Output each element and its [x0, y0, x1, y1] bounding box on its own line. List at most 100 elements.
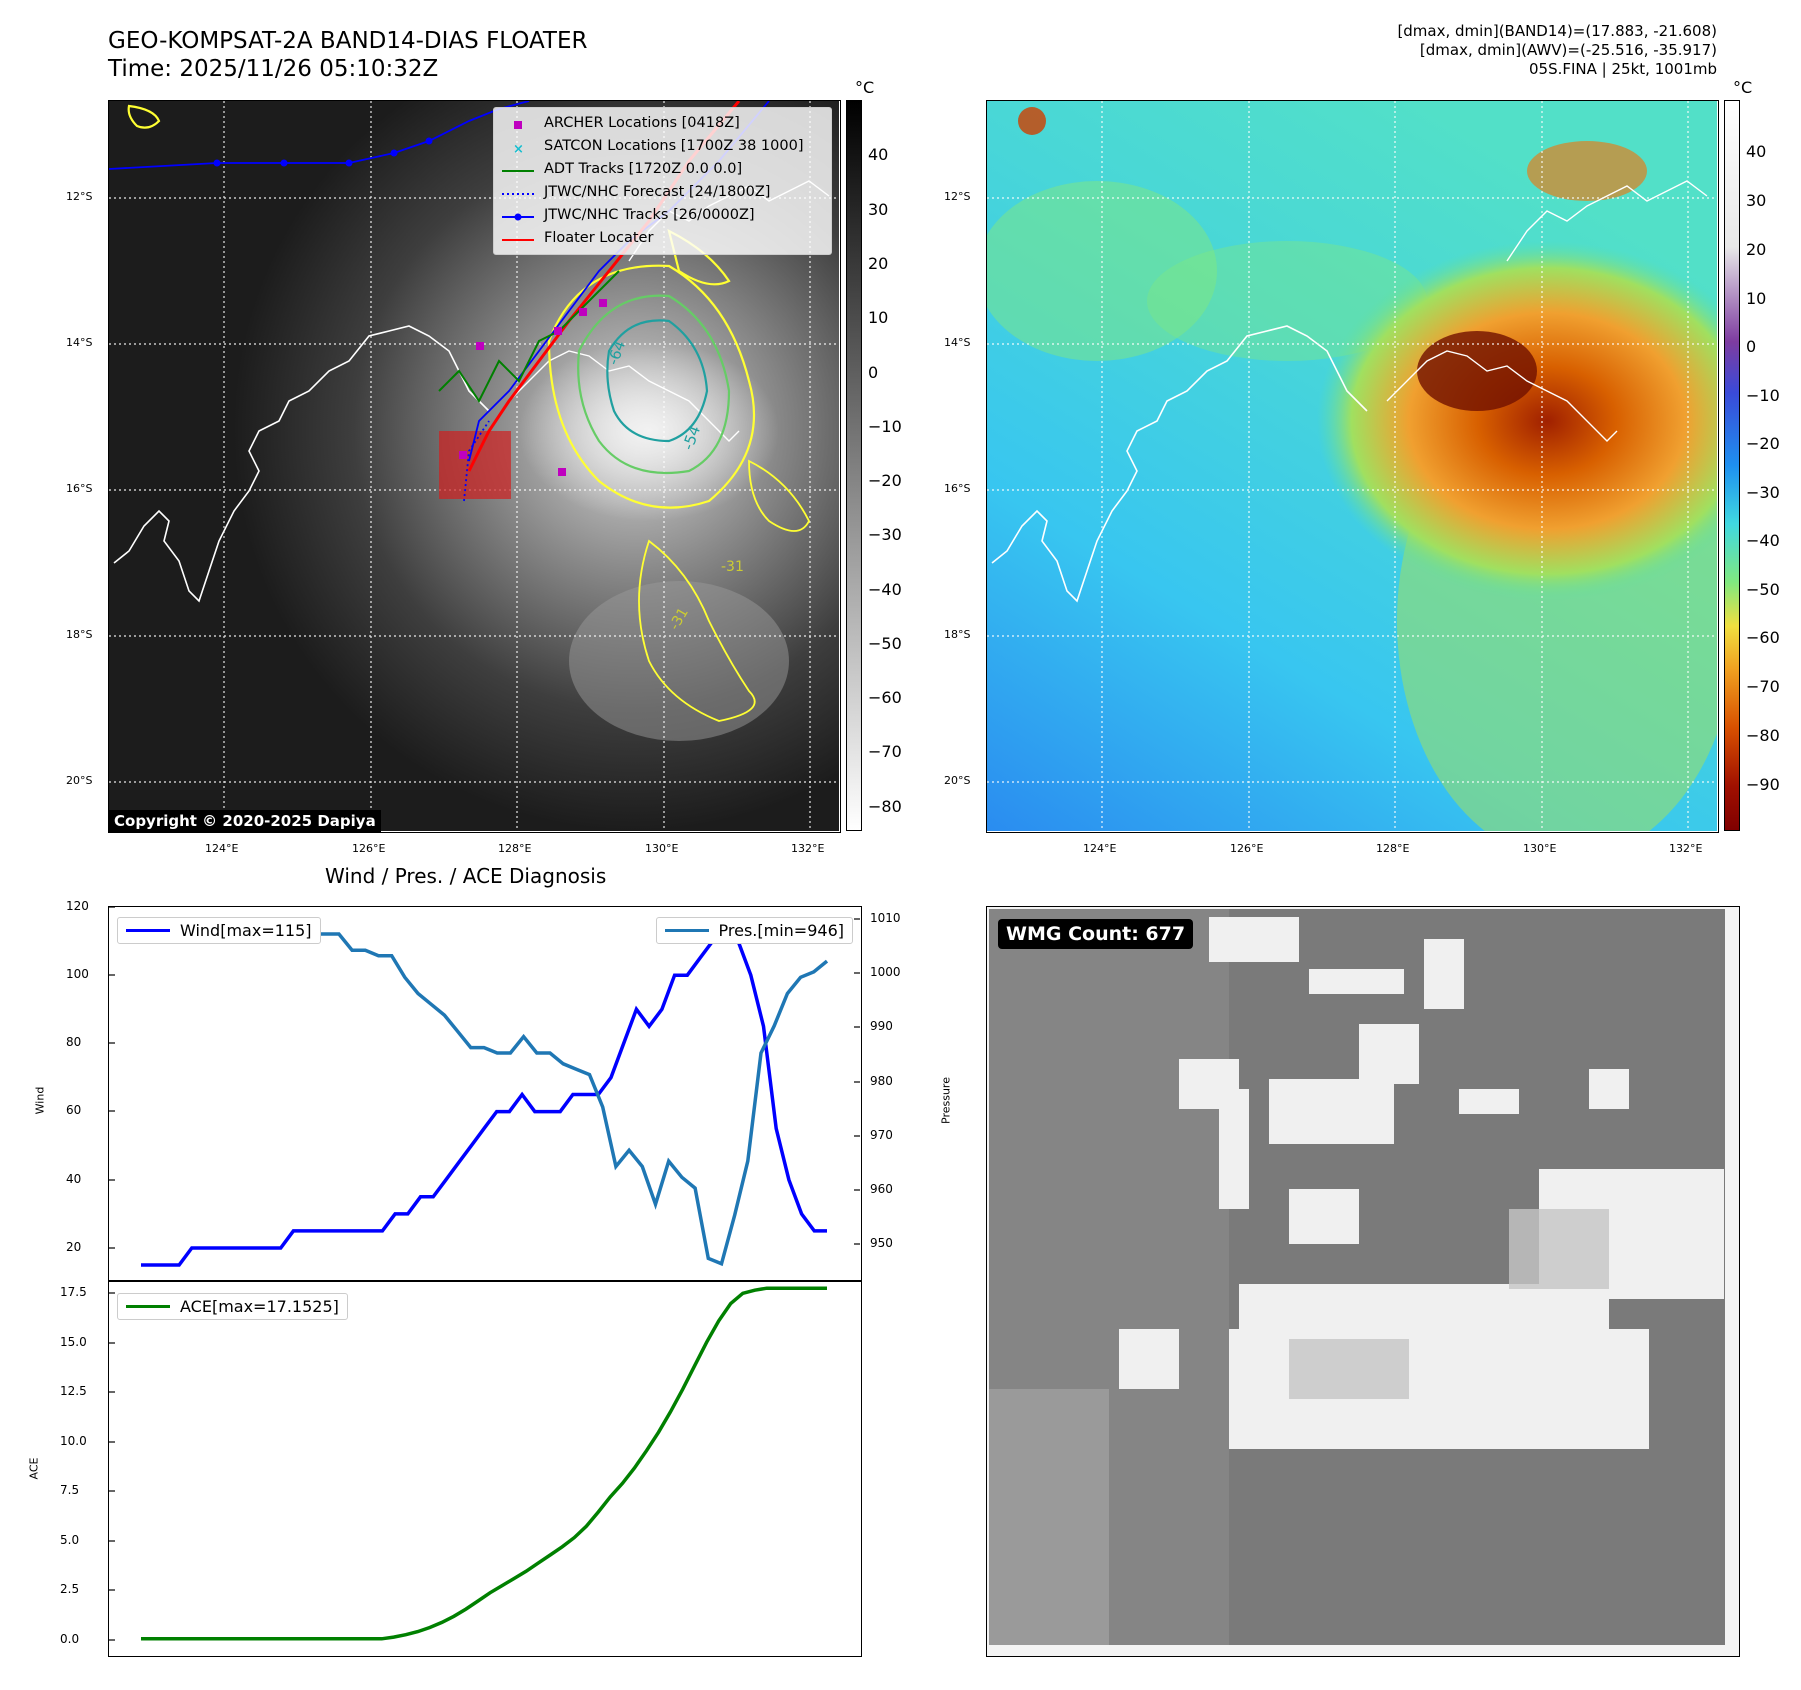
cbar1-tick: −10	[868, 417, 902, 436]
info-line1: [dmax, dmin](BAND14)=(17.883, -21.608)	[1397, 22, 1717, 40]
ace-tick: 2.5	[60, 1582, 80, 1596]
copyright-badge: Copyright © 2020-2025 Dapiya	[109, 810, 381, 832]
map-legend-item: ARCHER Locations [0418Z]	[500, 112, 825, 135]
cbar1-tick: −80	[868, 797, 902, 816]
ace-tick: 0.0	[60, 1632, 80, 1646]
pres-legend: Pres.[min=946]	[655, 917, 853, 944]
ace-tick: 5.0	[60, 1533, 80, 1547]
wind-tick: 60	[66, 1103, 82, 1117]
ace-tick: 17.5	[60, 1285, 87, 1299]
ace-series-line	[141, 1286, 827, 1641]
ace-legend-label: ACE[max=17.1525]	[180, 1297, 339, 1316]
cbar2-tick: 10	[1746, 289, 1767, 308]
lon-tick: 126°E	[352, 842, 386, 855]
map-legend-item: Floater Locater	[500, 227, 825, 250]
cbar2-tick: −80	[1746, 726, 1780, 745]
wmg-panel[interactable]: WMG Count: 677	[986, 906, 1740, 1657]
lat-tick: 18°S	[66, 628, 93, 641]
ace-tick: 10.0	[60, 1434, 87, 1448]
lat-tick: 20°S	[66, 774, 93, 787]
cbar2-tick: −90	[1746, 775, 1780, 794]
wind-pressure-chart[interactable]: Wind[max=115] Pres.[min=946]	[108, 906, 862, 1282]
awv-colorbar	[1724, 100, 1740, 831]
ace-tick: 12.5	[60, 1384, 87, 1398]
lat-tick: 18°S	[944, 628, 971, 641]
cbar1-tick: −60	[868, 688, 902, 707]
svg-text:×: ×	[513, 142, 524, 155]
lon-tick: 124°E	[205, 842, 239, 855]
map-legend-label: ADT Tracks [1720Z 0.0 0.0]	[544, 161, 743, 177]
pres-tick: 950	[870, 1236, 893, 1250]
cbar1-tick: −50	[868, 634, 902, 653]
adt-track	[438, 270, 620, 403]
lat-tick: 20°S	[944, 774, 971, 787]
cbar2-tick: −50	[1746, 580, 1780, 599]
lat-tick: 14°S	[66, 336, 93, 349]
ace-plot	[109, 1286, 827, 1641]
map-legend-item: × SATCON Locations [1700Z 38 1000]	[500, 135, 825, 158]
cbar2-unit: °C	[1733, 78, 1753, 97]
wind-tick: 20	[66, 1240, 82, 1254]
lat-tick: 14°S	[944, 336, 971, 349]
pressure-series-line	[141, 921, 829, 1267]
cbar1-tick: −20	[868, 471, 902, 490]
map-legend-item: JTWC/NHC Forecast [24/1800Z]	[500, 181, 825, 204]
archer-locations	[459, 299, 607, 476]
wind-tick: 100	[66, 967, 89, 981]
awv-map[interactable]	[986, 100, 1719, 833]
cbar2-tick: −20	[1746, 434, 1780, 453]
wind-tick: 40	[66, 1172, 82, 1186]
map-legend-swatch	[500, 163, 536, 177]
ace-tick: 15.0	[60, 1335, 87, 1349]
cbar2-tick: −60	[1746, 628, 1780, 647]
wind-legend-label: Wind[max=115]	[180, 921, 312, 940]
info-line2: [dmax, dmin](AWV)=(-25.516, -35.917)	[1419, 41, 1717, 59]
cbar1-unit: °C	[855, 78, 875, 97]
lat-tick: 16°S	[944, 482, 971, 495]
map-legend-swatch	[500, 232, 536, 246]
lat-tick: 12°S	[944, 190, 971, 203]
info-line3: 05S.FINA | 25kt, 1001mb	[1529, 60, 1717, 78]
chart-title-line2: Time: 2025/11/26 05:10:32Z	[108, 56, 439, 82]
map-legend-swatch	[500, 117, 536, 131]
coastline	[113, 325, 490, 603]
awv-map-image	[987, 101, 1718, 832]
wind-ylabel: Wind	[33, 1086, 47, 1115]
map-legend-label: JTWC/NHC Forecast [24/1800Z]	[544, 184, 771, 200]
lon-tick: 126°E	[1230, 842, 1264, 855]
ace-chart[interactable]: ACE[max=17.1525]	[108, 1280, 862, 1657]
cbar1-tick: −70	[868, 742, 902, 761]
diagnosis-title: Wind / Pres. / ACE Diagnosis	[325, 864, 607, 888]
cbar1-tick: −30	[868, 525, 902, 544]
cbar2-tick: −10	[1746, 386, 1780, 405]
contour-label: -31	[721, 559, 744, 575]
cbar1-tick: −40	[868, 580, 902, 599]
pres-tick: 980	[870, 1074, 893, 1088]
wmg-image	[989, 909, 1725, 1645]
lat-tick: 16°S	[66, 482, 93, 495]
cbar1-tick: 40	[868, 145, 889, 164]
map-legend-label: ARCHER Locations [0418Z]	[544, 115, 740, 131]
ace-ylabel: ACE	[27, 1457, 41, 1480]
band14-map[interactable]: -64 -54 -31 -31 ARCHER Locations [0418Z]…	[108, 100, 841, 833]
ace-legend: ACE[max=17.1525]	[117, 1293, 348, 1320]
wind-pressure-plot	[109, 907, 860, 1267]
cbar1-tick: 0	[868, 363, 879, 382]
cbar2-tick: −70	[1746, 677, 1780, 696]
ace-tick: 7.5	[60, 1483, 80, 1497]
pres-tick: 990	[870, 1019, 893, 1033]
map-legend: ARCHER Locations [0418Z] × SATCON Location…	[493, 107, 832, 255]
pres-legend-swatch	[664, 929, 709, 932]
cbar2-tick: 30	[1746, 191, 1767, 210]
cbar1-tick: 30	[868, 200, 889, 219]
pres-tick: 960	[870, 1182, 893, 1196]
lon-tick: 130°E	[1523, 842, 1557, 855]
ace-legend-swatch	[126, 1305, 170, 1308]
lon-tick: 128°E	[1376, 842, 1410, 855]
map-legend-label: SATCON Locations [1700Z 38 1000]	[544, 138, 804, 154]
wind-tick: 80	[66, 1035, 82, 1049]
map-legend-swatch	[500, 186, 536, 200]
cbar2-tick: −40	[1746, 531, 1780, 550]
lon-tick: 132°E	[791, 842, 825, 855]
cbar2-tick: 20	[1746, 240, 1767, 259]
